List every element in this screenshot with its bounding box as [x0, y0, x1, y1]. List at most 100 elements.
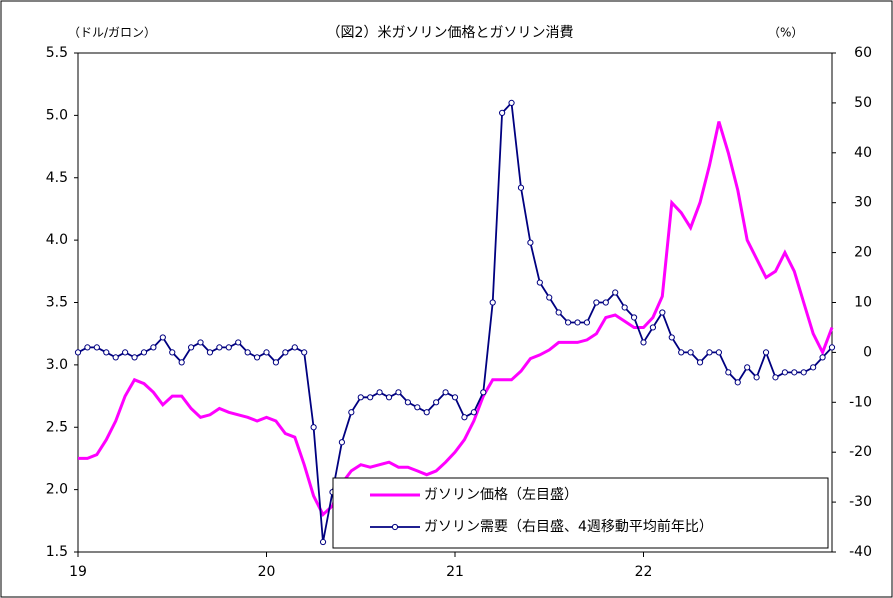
data-point	[612, 289, 619, 296]
data-point	[828, 344, 836, 351]
data-point	[395, 389, 402, 396]
y2-tick-label: 10	[854, 295, 872, 311]
data-point	[301, 349, 308, 356]
data-point	[461, 414, 468, 421]
data-point	[291, 344, 298, 351]
data-point	[272, 359, 280, 366]
y2-tick-label: 30	[854, 195, 872, 211]
data-point	[84, 344, 91, 351]
data-point	[423, 409, 430, 416]
data-point	[640, 339, 647, 346]
data-point	[536, 279, 543, 286]
data-point	[678, 349, 685, 356]
y2-tick-label: 50	[854, 95, 872, 111]
y-tick-label: 1.5	[46, 544, 68, 560]
data-point	[659, 309, 666, 316]
data-point	[565, 319, 572, 326]
y2-tick-label: -30	[849, 494, 872, 510]
legend-marker	[391, 523, 399, 531]
data-point	[206, 349, 214, 356]
data-point	[649, 324, 657, 331]
data-point	[772, 374, 779, 381]
data-point	[819, 354, 826, 361]
y-tick-label: 2.5	[46, 419, 68, 435]
y2-tick-label: 40	[854, 145, 872, 161]
x-tick-label: 21	[446, 564, 464, 580]
data-point	[744, 364, 751, 371]
data-point	[140, 349, 148, 356]
y2-tick-label: -10	[849, 394, 872, 410]
data-point	[244, 349, 251, 356]
data-point	[357, 394, 364, 401]
y-tick-label: 4.0	[46, 232, 68, 248]
data-point	[74, 349, 82, 356]
data-point	[178, 359, 185, 366]
data-point	[122, 349, 129, 356]
data-point	[442, 389, 449, 396]
data-point	[593, 299, 600, 306]
y-tick-label: 2.0	[46, 482, 68, 498]
data-point	[385, 394, 393, 401]
data-point	[169, 349, 176, 356]
legend-box	[332, 477, 829, 549]
y-tick-label: 4.5	[46, 170, 68, 186]
data-point	[235, 339, 242, 346]
legend-label: ガソリン価格（左目盛）	[424, 487, 578, 503]
data-point	[508, 99, 515, 107]
y2-tick-label: -40	[849, 544, 872, 560]
y-tick-label: 3.0	[46, 357, 68, 373]
y2-axis-label: （%）	[768, 26, 803, 40]
legend-label: ガソリン需要（右目盛、4週移動平均前年比）	[424, 518, 713, 535]
data-point	[762, 349, 770, 356]
data-point	[583, 319, 591, 326]
data-point	[282, 349, 289, 356]
y2-tick-label: 20	[854, 245, 872, 261]
data-point	[376, 389, 383, 396]
data-point	[451, 394, 459, 401]
data-point	[630, 314, 638, 321]
data-point	[696, 359, 704, 366]
data-point	[810, 364, 817, 371]
data-point	[517, 184, 525, 191]
x-tick-label: 22	[635, 564, 653, 580]
data-point	[197, 339, 204, 346]
data-point	[188, 344, 195, 351]
data-point	[93, 344, 100, 351]
data-point	[338, 439, 345, 446]
data-point	[602, 299, 609, 306]
data-point	[480, 389, 487, 396]
data-point	[715, 349, 723, 356]
data-point	[574, 319, 581, 326]
data-point	[414, 404, 421, 411]
data-point	[734, 379, 741, 386]
data-point	[225, 344, 232, 351]
data-point	[753, 374, 760, 381]
data-point	[159, 334, 166, 341]
data-point	[253, 354, 261, 361]
data-point	[150, 344, 157, 351]
data-point	[348, 409, 355, 416]
data-point	[668, 334, 675, 341]
data-point	[131, 354, 138, 361]
data-point	[499, 109, 506, 116]
data-point	[433, 399, 440, 406]
data-point	[791, 369, 798, 376]
data-point	[367, 394, 374, 401]
y2-tick-label: 0	[863, 344, 872, 360]
data-point	[546, 294, 553, 301]
data-point	[781, 369, 788, 376]
x-tick-label: 20	[258, 564, 276, 580]
y-tick-label: 3.5	[46, 295, 68, 311]
data-point	[706, 349, 713, 356]
y2-tick-label: 60	[854, 45, 872, 61]
data-point	[470, 409, 477, 416]
data-point	[310, 424, 317, 431]
data-point	[687, 349, 694, 356]
x-tick-label: 19	[69, 564, 87, 580]
data-point	[263, 349, 270, 356]
y-tick-label: 5.5	[46, 45, 68, 61]
data-point	[103, 349, 110, 356]
data-point	[555, 309, 562, 316]
data-point	[527, 239, 534, 246]
data-point	[404, 399, 411, 406]
